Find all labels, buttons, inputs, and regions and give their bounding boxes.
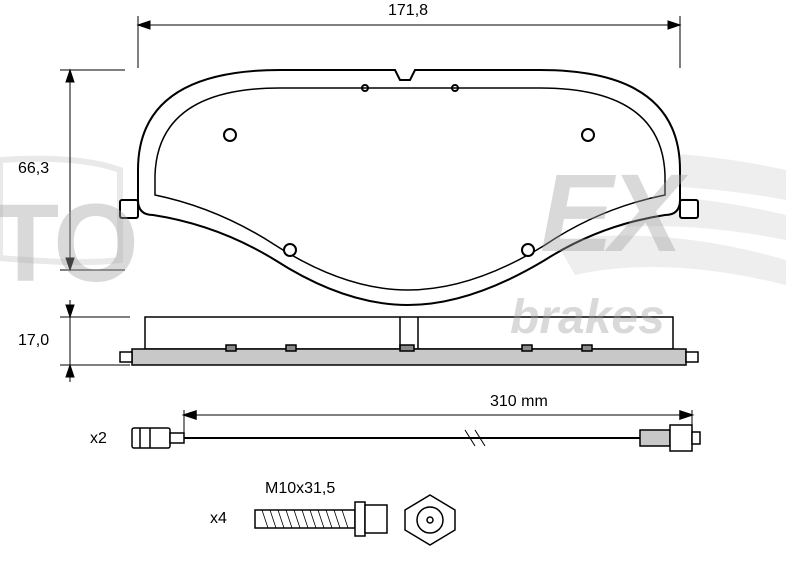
technical-drawing-svg	[0, 0, 786, 582]
thickness-value: 17,0	[18, 332, 49, 350]
bolt-spec-value: M10x31,5	[265, 480, 335, 498]
width-value: 171,8	[388, 2, 428, 20]
dim-width	[138, 16, 680, 68]
sensor-qty-label: x2	[90, 430, 107, 448]
height-value: 66,3	[18, 160, 49, 178]
wear-sensor	[132, 410, 700, 451]
diagram-container: 171,8 66,3 17,0 310 mm M10x31,5 x2 x4 TO…	[0, 0, 786, 582]
dim-thickness	[60, 300, 130, 382]
bolt	[255, 495, 455, 545]
bolt-qty-label: x4	[210, 510, 227, 528]
brake-pad-front	[120, 70, 698, 305]
wire-length-value: 310 mm	[490, 393, 548, 411]
brake-pad-side	[120, 317, 698, 365]
